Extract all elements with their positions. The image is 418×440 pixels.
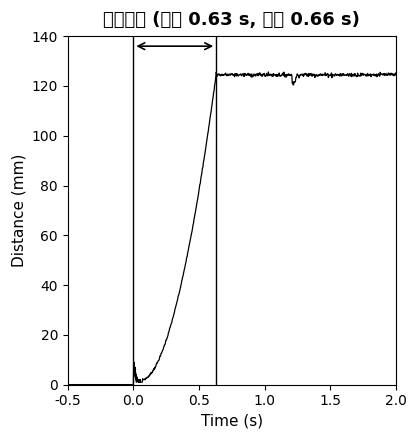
X-axis label: Time (s): Time (s): [201, 414, 263, 429]
Title: 닫힘시간 (실험 0.63 s, 해석 0.66 s): 닫힘시간 (실험 0.63 s, 해석 0.66 s): [103, 11, 360, 29]
Y-axis label: Distance (mm): Distance (mm): [11, 154, 26, 267]
